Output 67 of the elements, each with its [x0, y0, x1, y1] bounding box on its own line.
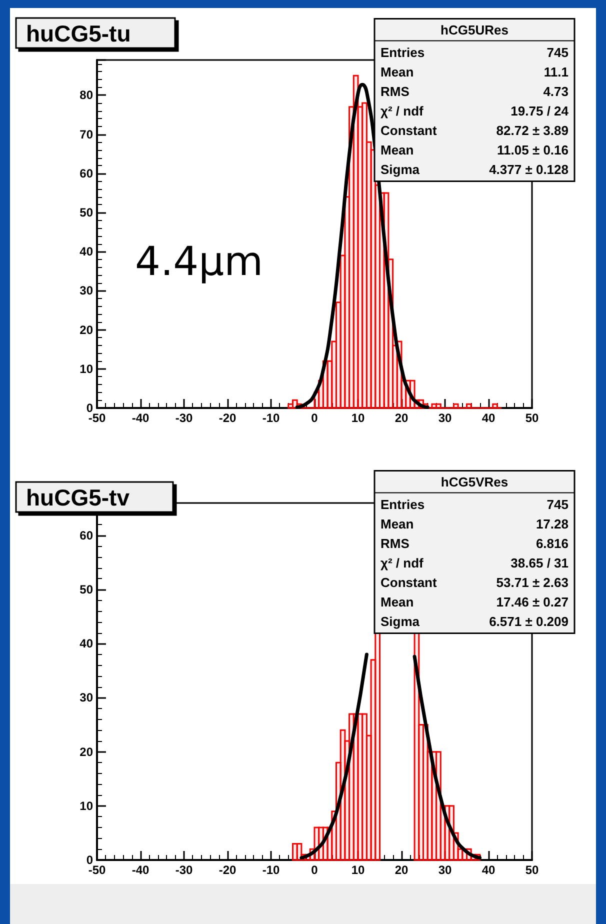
- annotation: Sigma: [380, 614, 420, 629]
- y-tick-label: 20: [80, 744, 94, 759]
- x-tick-label: 30: [438, 411, 452, 425]
- annotation: Mean: [380, 594, 414, 610]
- x-tick-label: 40: [482, 411, 496, 425]
- chart-title: huCG5-tu: [26, 20, 131, 46]
- x-tick-label: -10: [262, 411, 280, 425]
- x-tick-label: 0: [311, 863, 318, 877]
- x-tick-label: 30: [438, 863, 452, 877]
- annotation: 6.571 ± 0.209: [489, 614, 568, 629]
- x-tick-label: -20: [218, 411, 236, 425]
- x-tick-label: -10: [262, 863, 280, 877]
- x-tick-label: 40: [482, 863, 496, 877]
- annotation: Mean: [380, 142, 414, 158]
- y-tick-label: 70: [80, 127, 94, 142]
- y-tick-label: 10: [80, 362, 94, 376]
- x-tick-label: 20: [394, 411, 408, 425]
- x-tick-label: 50: [525, 411, 539, 425]
- text: Entries: [380, 45, 425, 60]
- y-tick-label: 40: [80, 636, 94, 651]
- text: 17.28: [536, 516, 568, 532]
- x-tick-label: -40: [132, 863, 150, 877]
- annotation: RMS: [380, 536, 410, 551]
- text: 4.73: [543, 84, 568, 99]
- annotation: 4.377 ± 0.128: [489, 162, 568, 177]
- text: hCG5URes: [440, 22, 508, 38]
- y-tick-label: 30: [80, 284, 94, 298]
- x-tick-label: 10: [351, 411, 365, 425]
- text: 6.816: [536, 536, 568, 551]
- x-tick-label: 0: [311, 411, 318, 425]
- annotation: 11.05 ± 0.16: [497, 142, 568, 158]
- x-tick-label: -40: [132, 411, 150, 425]
- annotation: Mean: [380, 516, 414, 532]
- y-tick-label: 30: [80, 690, 94, 705]
- x-tick-label: 50: [525, 863, 539, 877]
- x-tick-label: -30: [175, 411, 193, 425]
- y-tick-label: 60: [80, 166, 94, 180]
- annotation: 17.46 ± 0.27: [496, 594, 568, 610]
- y-tick-label: 10: [80, 798, 94, 813]
- annotation: Sigma: [380, 162, 420, 177]
- annotation: 19.75 / 24: [510, 104, 570, 118]
- x-tick-label: -20: [218, 863, 236, 877]
- y-tick-label: 80: [80, 88, 94, 102]
- annotation: 82.72 ± 3.89: [496, 123, 568, 138]
- x-tick-label: -30: [175, 863, 193, 877]
- text: 11.1: [544, 64, 568, 80]
- x-tick-label: 10: [351, 863, 365, 877]
- annotation: Mean: [380, 64, 414, 80]
- y-tick-label: 50: [80, 582, 94, 597]
- annotation: Constant: [380, 123, 438, 138]
- text: hCG5VRes: [440, 474, 508, 490]
- chart-title: huCG5-tv: [26, 484, 130, 510]
- y-tick-label: 60: [80, 528, 94, 542]
- annotation: χ² / ndf: [380, 556, 424, 570]
- annotation: Entries: [380, 497, 425, 512]
- annotation: χ² / ndf: [380, 104, 424, 118]
- annotation: Constant: [380, 575, 438, 590]
- y-tick-label: 40: [80, 244, 94, 259]
- x-tick-label: 20: [394, 863, 408, 877]
- y-tick-label: 50: [80, 205, 94, 220]
- annotation: 38.65 / 31: [510, 556, 568, 570]
- text: 745: [546, 45, 568, 60]
- annotation: RMS: [380, 84, 410, 99]
- text: 4.4μm: [135, 239, 264, 285]
- text: 745: [546, 497, 568, 512]
- annotation: 53.71 ± 2.63: [496, 575, 568, 590]
- y-tick-label: 20: [80, 322, 94, 337]
